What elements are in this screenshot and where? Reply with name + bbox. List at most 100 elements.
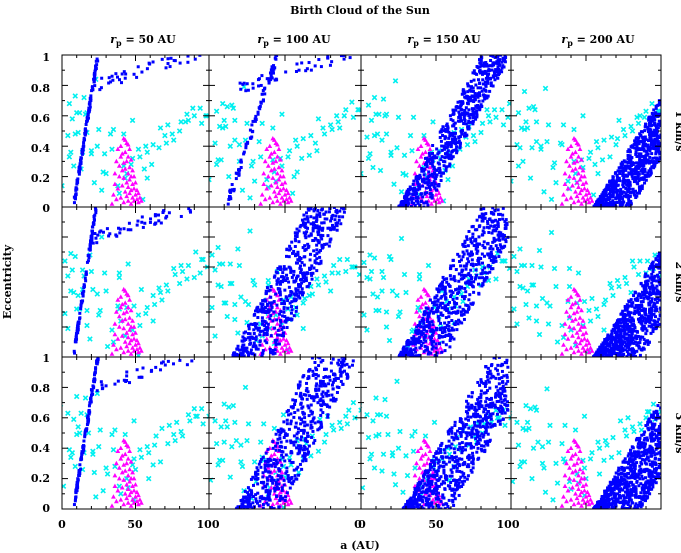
cyan-point (314, 276, 320, 282)
blue-point (651, 139, 655, 143)
blue-point (278, 318, 282, 322)
cyan-point (371, 94, 378, 101)
blue-point (623, 340, 627, 344)
blue-point (651, 287, 655, 291)
blue-point (637, 292, 641, 296)
blue-point (633, 355, 637, 357)
blue-point (435, 156, 439, 160)
blue-point (651, 277, 655, 281)
blue-point (638, 186, 642, 190)
blue-point (75, 179, 79, 183)
blue-point (246, 332, 250, 336)
blue-point (145, 67, 149, 71)
magenta-point (133, 192, 138, 197)
cyan-point (222, 123, 229, 130)
magenta-point (271, 468, 277, 473)
blue-point (642, 347, 646, 351)
blue-point (300, 61, 304, 65)
blue-point (306, 220, 310, 224)
blue-point (497, 236, 501, 240)
blue-point (252, 328, 256, 332)
blue-point (607, 192, 611, 196)
blue-point (425, 162, 429, 166)
blue-point (242, 150, 246, 154)
cyan-point (521, 262, 528, 269)
blue-point (462, 91, 466, 95)
magenta-point (270, 501, 276, 507)
panel-r1-c1 (62, 55, 209, 206)
blue-point (118, 227, 122, 231)
blue-point (477, 291, 481, 295)
magenta-point (270, 175, 276, 180)
blue-point (88, 102, 92, 106)
blue-point (451, 119, 455, 123)
cyan-point (98, 234, 105, 240)
cyan-point (238, 442, 244, 448)
blue-point (276, 328, 280, 332)
magenta-point (282, 342, 288, 347)
blue-point (289, 290, 293, 294)
blue-point (478, 81, 482, 85)
blue-point (629, 145, 633, 149)
blue-point (437, 151, 441, 155)
cyan-point (315, 282, 322, 288)
blue-point (642, 316, 646, 320)
blue-point (427, 326, 431, 330)
blue-point (492, 219, 496, 223)
blue-point (120, 72, 124, 76)
magenta-point (125, 184, 131, 190)
cyan-point (233, 437, 240, 444)
blue-point (460, 129, 464, 133)
blue-point (305, 215, 309, 219)
blue-point (467, 108, 471, 112)
blue-point (306, 284, 310, 288)
blue-point (435, 173, 439, 177)
cyan-point (380, 96, 387, 102)
blue-point (441, 301, 445, 305)
blue-point (95, 241, 99, 245)
blue-point (449, 289, 453, 293)
blue-point (431, 323, 435, 327)
cyan-point (70, 163, 77, 169)
cyan-point (500, 122, 507, 128)
cyan-point (227, 280, 234, 287)
blue-point (93, 71, 97, 75)
blue-point (431, 164, 435, 168)
blue-point (306, 207, 310, 211)
magenta-point (287, 497, 292, 502)
cyan-point (430, 119, 436, 125)
blue-point (637, 191, 641, 195)
blue-point (624, 166, 628, 170)
cyan-point (575, 270, 582, 276)
cyan-point (135, 146, 142, 153)
cyan-point (125, 261, 131, 267)
blue-point (324, 210, 328, 214)
cyan-point (616, 117, 622, 124)
blue-point (92, 221, 96, 225)
blue-point (247, 327, 251, 331)
blue-point (606, 338, 610, 342)
magenta-point (275, 184, 280, 190)
blue-point (321, 234, 325, 238)
cyan-point (68, 250, 74, 257)
blue-point (600, 194, 604, 198)
cyan-point (321, 439, 328, 445)
blue-point (435, 188, 439, 192)
magenta-point (122, 189, 128, 194)
blue-point (127, 221, 131, 225)
blue-point (625, 322, 629, 326)
blue-point (281, 331, 285, 335)
cyan-point (327, 122, 334, 128)
blue-point (104, 384, 108, 388)
blue-point (99, 380, 103, 384)
blue-point (262, 331, 266, 335)
blue-point (405, 347, 409, 351)
magenta-point (122, 491, 128, 496)
blue-point (475, 218, 479, 222)
blue-point (657, 252, 661, 256)
blue-point (648, 319, 652, 323)
blue-point (626, 150, 630, 154)
magenta-point (576, 292, 581, 298)
blue-point (652, 166, 656, 170)
blue-point (485, 96, 489, 100)
